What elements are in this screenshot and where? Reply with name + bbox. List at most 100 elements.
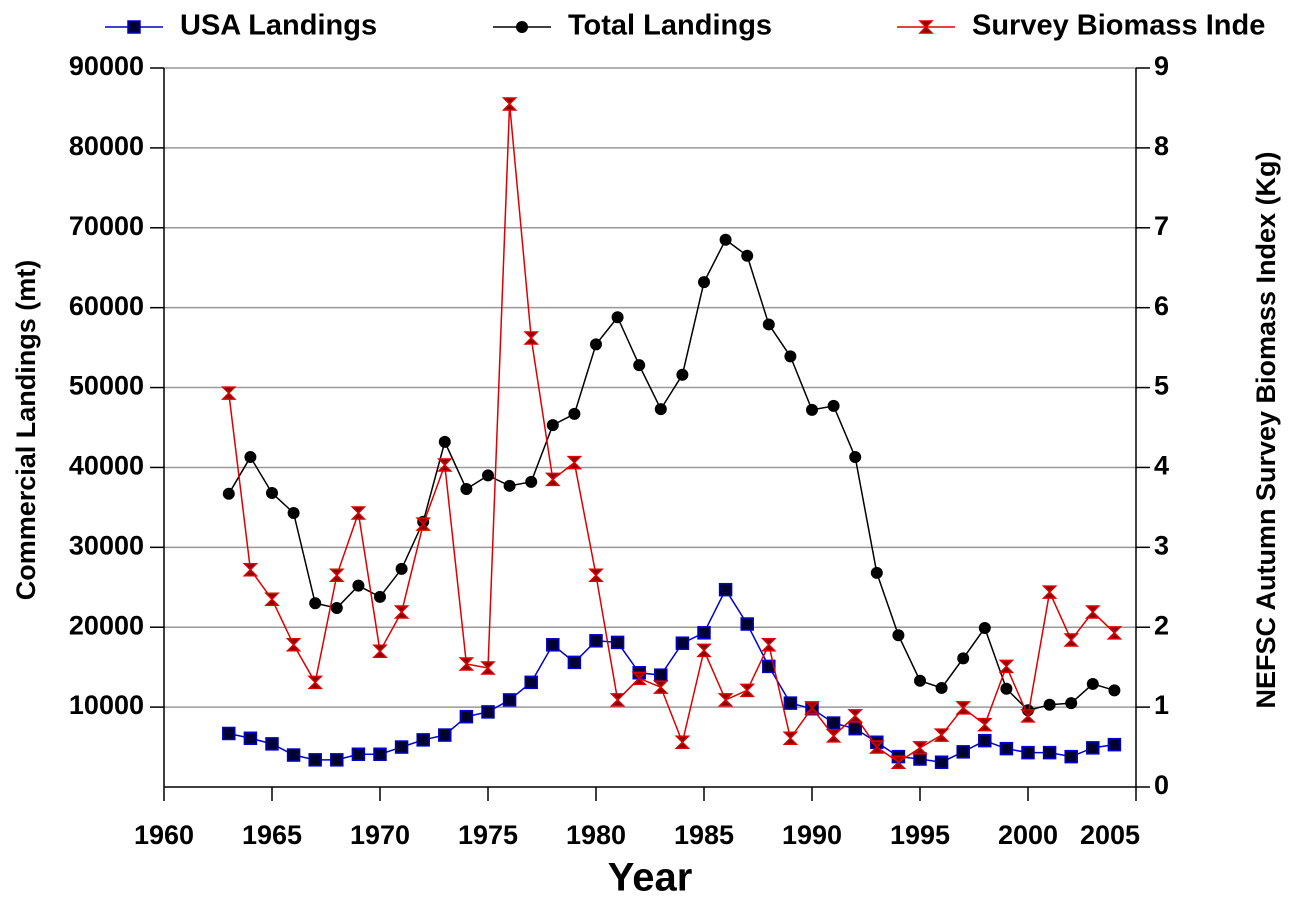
marker	[611, 311, 624, 324]
marker	[395, 562, 408, 575]
marker	[1086, 741, 1100, 755]
marker	[481, 705, 495, 719]
marker	[309, 597, 322, 610]
marker	[516, 21, 528, 33]
x-tick-label: 1975	[458, 820, 518, 850]
marker	[242, 562, 259, 577]
marker	[308, 753, 322, 767]
marker	[568, 407, 581, 420]
marker	[870, 566, 883, 579]
y-tick-label: 60000	[69, 291, 144, 321]
marker	[717, 693, 734, 707]
y-tick-label: 90000	[69, 51, 144, 81]
marker	[1041, 585, 1058, 599]
marker	[1086, 677, 1099, 690]
marker	[978, 733, 992, 748]
y-tick-label: 70000	[69, 211, 144, 241]
y2-tick-label: 1	[1154, 690, 1169, 720]
y-tick-label: 40000	[69, 451, 144, 481]
marker	[935, 681, 948, 694]
marker	[913, 752, 927, 766]
marker	[1084, 605, 1101, 619]
y-tick-label: 10000	[69, 690, 144, 720]
marker	[868, 740, 885, 754]
marker	[848, 721, 862, 736]
marker	[741, 249, 754, 262]
marker	[480, 661, 496, 675]
x-tick-label: 1960	[134, 820, 194, 850]
marker	[1106, 626, 1123, 640]
marker	[330, 602, 343, 615]
marker	[892, 629, 905, 642]
marker	[127, 20, 141, 34]
marker	[503, 479, 516, 492]
marker	[697, 626, 711, 640]
marker	[264, 592, 280, 607]
x-tick-label: 1985	[674, 820, 734, 850]
marker	[675, 636, 690, 650]
marker	[696, 643, 712, 658]
marker	[676, 368, 689, 381]
marker	[957, 652, 970, 665]
marker	[956, 745, 970, 759]
marker	[222, 726, 236, 741]
marker	[1107, 737, 1122, 752]
marker	[351, 747, 366, 761]
marker	[589, 634, 603, 648]
marker	[762, 318, 775, 331]
marker	[458, 657, 475, 671]
marker	[849, 451, 862, 464]
legend-label: Survey Biomass Inde	[972, 10, 1265, 42]
marker	[918, 20, 934, 34]
x-tick-label: 2005	[1080, 820, 1140, 850]
marker	[546, 419, 559, 432]
x-tick-label: 1995	[890, 820, 950, 850]
marker	[654, 668, 668, 682]
marker	[220, 386, 237, 400]
marker	[934, 755, 949, 769]
x-tick-label: 1965	[242, 820, 302, 850]
marker	[416, 733, 430, 747]
marker	[654, 403, 667, 416]
y2-tick-label: 5	[1154, 371, 1169, 401]
marker	[373, 747, 387, 761]
y2-tick-label: 6	[1154, 291, 1169, 321]
marker	[482, 469, 494, 482]
x-tick-label: 2000	[998, 820, 1058, 850]
marker	[588, 568, 604, 583]
marker	[438, 728, 452, 742]
marker	[782, 731, 799, 746]
marker	[698, 276, 710, 289]
marker	[459, 709, 474, 724]
marker	[1042, 745, 1057, 760]
marker	[719, 233, 732, 246]
marker	[806, 403, 818, 416]
marker	[631, 671, 648, 686]
marker	[976, 717, 993, 732]
y-tick-label: 30000	[69, 530, 144, 560]
y-axis-label: Commercial Landings (mt)	[11, 260, 41, 601]
marker	[436, 458, 453, 472]
marker	[1020, 709, 1036, 723]
marker	[525, 475, 538, 488]
marker	[718, 582, 733, 597]
marker	[244, 451, 257, 464]
marker	[502, 693, 517, 707]
marker	[566, 455, 583, 470]
marker	[783, 696, 798, 710]
marker	[590, 338, 602, 351]
y-tick-label: 20000	[69, 610, 144, 640]
marker	[652, 680, 669, 694]
marker	[330, 753, 344, 767]
marker	[438, 435, 451, 448]
marker	[762, 659, 776, 674]
marker	[285, 638, 302, 652]
marker	[978, 622, 991, 635]
marker	[286, 748, 301, 762]
marker	[1043, 698, 1056, 711]
marker	[544, 472, 561, 487]
marker	[804, 701, 820, 715]
marker	[287, 506, 300, 519]
marker	[610, 635, 625, 650]
